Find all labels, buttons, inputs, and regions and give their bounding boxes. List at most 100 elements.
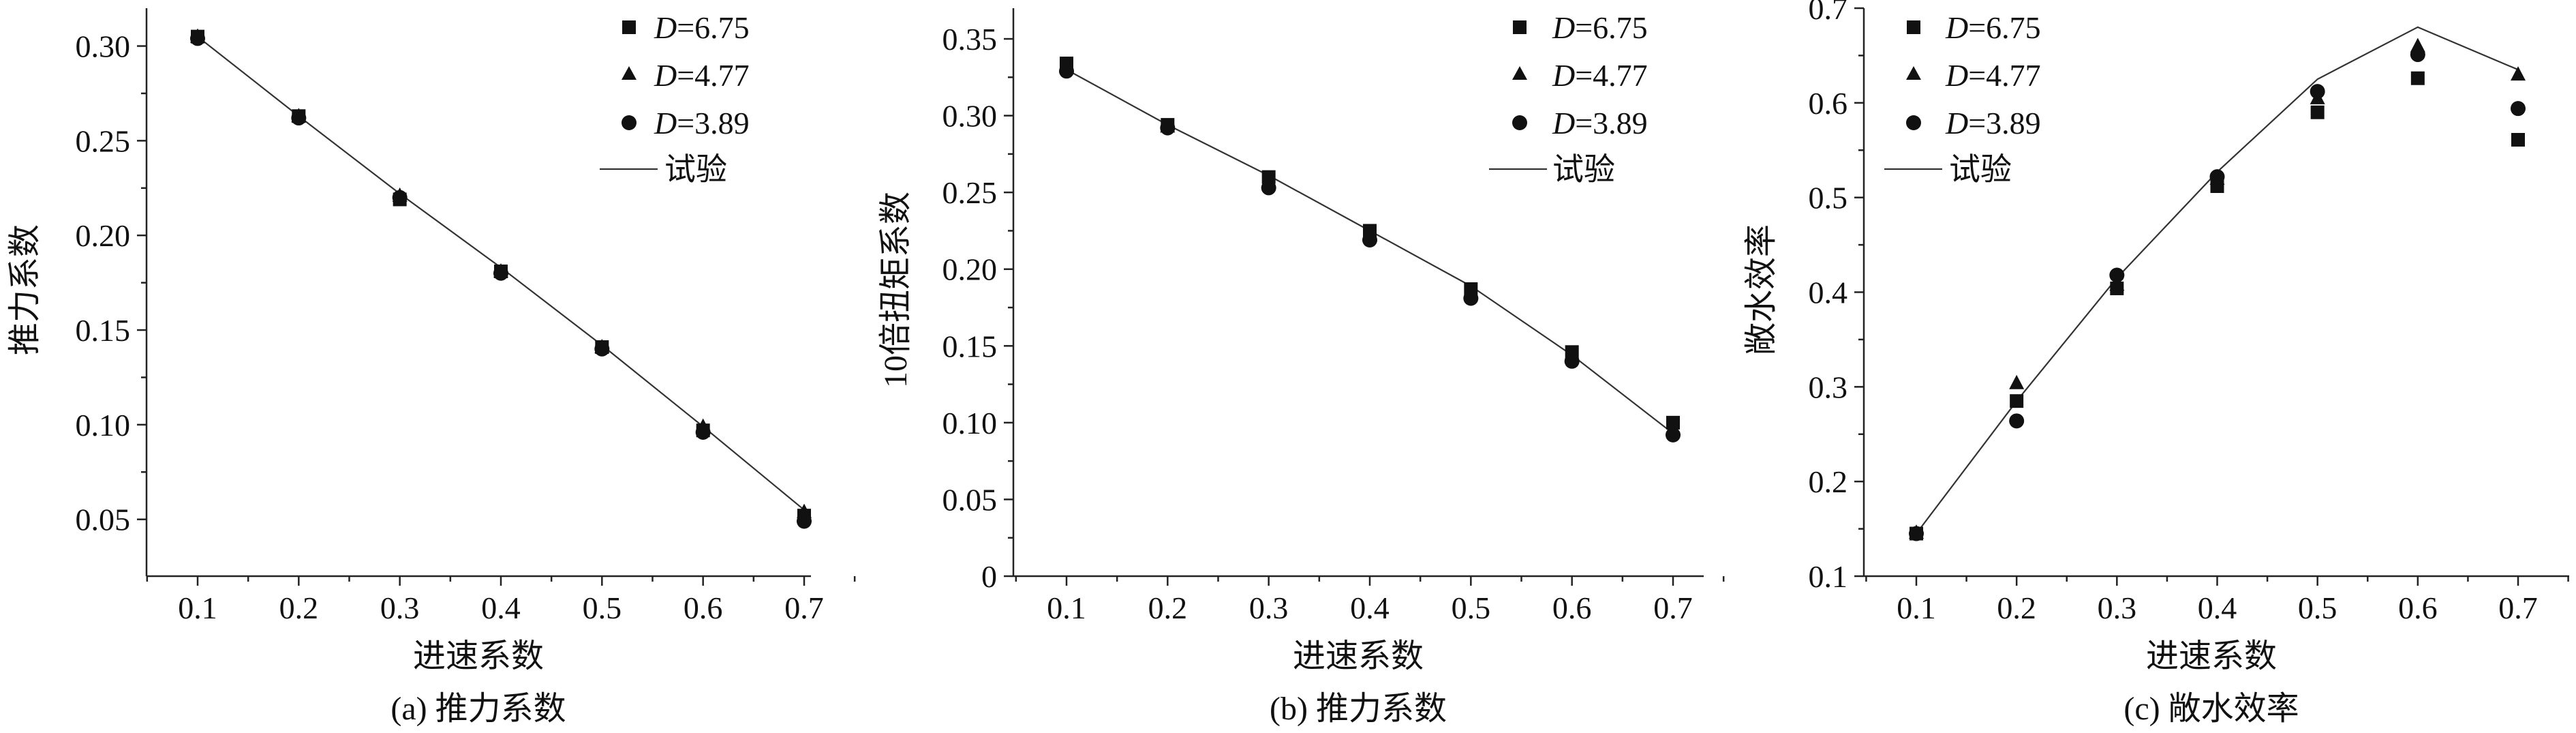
legend-entry-d389: D=3.89 <box>1945 106 2041 140</box>
x-tick-label: 0.7 <box>1653 590 1693 625</box>
panel-open-water-efficiency: 0.1 0.2 0.3 0.4 0.5 0.6 0.7 0.1 0.2 0.3 0.4 0.5 0.6… <box>1743 0 2569 727</box>
x-tick-label: 0.4 <box>1350 590 1390 625</box>
point-D-3-89-5 <box>695 424 711 440</box>
point-D-3-89-2 <box>392 190 408 205</box>
legend: D=6.75 D=4.77 D=3.89 试验 <box>600 10 750 187</box>
legend-marker-circle <box>622 115 637 130</box>
y-tick-label: 0.10 <box>76 408 131 443</box>
point-D-3-89-4 <box>2310 84 2325 100</box>
point-D-3-89-4 <box>594 341 610 357</box>
y-ticks: 0.05 0.10 0.15 0.20 0.25 0.30 <box>76 29 147 537</box>
y-tick-label: 0.20 <box>76 218 131 253</box>
legend-entry-experiment: 试验 <box>1949 152 2012 187</box>
panel-thrust-coefficient: 0.05 0.10 0.15 0.20 0.25 0.30 0.1 0.2 0.3 0.4 0.5… <box>7 8 856 727</box>
y-ticks: 0 0.05 0.10 0.15 0.20 0.25 0.30 0.35 <box>942 22 1013 594</box>
legend: D=6.75 D=4.77 D=3.89 试验 <box>1884 10 2041 187</box>
point-D-3-89-6 <box>797 513 812 529</box>
data-points <box>190 28 812 529</box>
y-tick-label: 0.4 <box>1809 275 1848 310</box>
x-tick-label: 0.1 <box>1047 590 1086 625</box>
panel-caption: (c) 敞水效率 <box>2123 691 2299 727</box>
point-D-4-77-2 <box>2109 276 2125 291</box>
legend: D=6.75 D=4.77 D=3.89 试验 <box>1489 10 1648 187</box>
legend-entry-experiment: 试验 <box>1552 152 1615 187</box>
legend-entry-d477: D=4.77 <box>1552 58 1648 93</box>
experiment-line <box>1916 26 2519 535</box>
point-D-3-89-3 <box>2209 169 2225 185</box>
x-ticks: 0.1 0.2 0.3 0.4 0.5 0.6 0.7 <box>146 576 856 625</box>
point-D-4-77-6 <box>2511 66 2526 81</box>
x-tick-label: 0.6 <box>684 590 723 625</box>
y-tick-label: 0.15 <box>76 313 131 348</box>
point-D-3-89-3 <box>493 265 508 281</box>
legend-marker-triangle <box>1906 66 1921 80</box>
y-tick-label: 0.2 <box>1809 464 1848 499</box>
legend-marker-square <box>622 20 636 34</box>
y-ticks: 0.1 0.2 0.3 0.4 0.5 0.6 0.7 <box>1809 0 1864 594</box>
legend-entry-d675: D=6.75 <box>1552 10 1648 45</box>
point-D-4-77-1 <box>2009 374 2025 389</box>
point-D-3-89-2 <box>2109 267 2125 283</box>
y-axis-label: 推力系数 <box>7 224 43 355</box>
point-D-3-89-0 <box>190 31 205 46</box>
y-tick-label: 0.20 <box>942 252 998 287</box>
point-D-6-75-5 <box>2410 71 2425 85</box>
legend-entry-experiment: 试验 <box>664 152 727 187</box>
point-D-4-77-6 <box>797 503 812 518</box>
data-points <box>1909 38 2526 541</box>
x-tick-label: 0.5 <box>1452 590 1491 625</box>
point-D-6-75-4 <box>2310 105 2325 119</box>
y-tick-label: 0.05 <box>76 503 131 537</box>
legend-marker-square <box>1907 20 1920 34</box>
x-ticks: 0.1 0.2 0.3 0.4 0.5 0.6 0.7 <box>1865 576 2569 625</box>
legend-entry-d477: D=4.77 <box>654 58 750 93</box>
x-tick-label: 0.7 <box>2498 590 2538 625</box>
x-ticks: 0.1 0.2 0.3 0.4 0.5 0.6 0.7 <box>1015 576 1725 625</box>
point-D-6-75-1 <box>2010 394 2024 408</box>
x-tick-label: 0.5 <box>583 590 622 625</box>
point-D-3-89-2 <box>1261 180 1276 196</box>
point-D-3-89-1 <box>2009 413 2025 429</box>
y-tick-label: 0.5 <box>1809 181 1848 215</box>
x-axis-label: 进速系数 <box>413 638 544 674</box>
x-tick-label: 0.5 <box>2298 590 2337 625</box>
legend-entry-d675: D=6.75 <box>1945 10 2041 45</box>
legend-marker-circle <box>1512 115 1527 130</box>
legend-marker-circle <box>1906 115 1921 130</box>
point-D-3-89-3 <box>1362 232 1377 248</box>
legend-marker-triangle <box>1512 66 1527 80</box>
y-tick-label: 0.35 <box>942 22 998 57</box>
x-tick-label: 0.6 <box>2398 590 2438 625</box>
y-tick-label: 0 <box>981 559 997 594</box>
point-D-3-89-4 <box>1463 290 1479 306</box>
legend-entry-d477: D=4.77 <box>1945 58 2041 93</box>
y-tick-label: 0.1 <box>1809 559 1848 594</box>
x-tick-label: 0.4 <box>481 590 521 625</box>
y-tick-label: 0.15 <box>942 329 998 363</box>
point-D-3-89-6 <box>2511 101 2526 117</box>
y-tick-label: 0.3 <box>1809 370 1848 404</box>
point-D-3-89-5 <box>1564 353 1580 369</box>
panel-caption: (b) 推力系数 <box>1270 691 1447 727</box>
y-axis-label: 敞水效率 <box>1743 224 1779 355</box>
y-tick-label: 0.25 <box>942 175 998 210</box>
y-tick-label: 0.30 <box>76 29 131 64</box>
point-D-6-75-6 <box>2511 132 2525 147</box>
x-tick-label: 0.3 <box>1249 590 1289 625</box>
panel-caption: (a) 推力系数 <box>390 691 566 727</box>
x-axis-label: 进速系数 <box>2146 638 2277 674</box>
legend-marker-triangle <box>622 66 637 80</box>
x-tick-label: 0.1 <box>178 590 217 625</box>
point-D-3-89-5 <box>2410 47 2425 63</box>
x-tick-label: 0.4 <box>2198 590 2237 625</box>
legend-entry-d389: D=3.89 <box>1552 106 1648 140</box>
x-tick-label: 0.3 <box>380 590 420 625</box>
panel-torque-coefficient: 00.050.100.150.200.250.300.35 0.1 0.2 0.3 0… <box>878 8 1725 727</box>
y-tick-label: 0.30 <box>942 99 998 134</box>
x-tick-label: 0.2 <box>1997 590 2036 625</box>
y-tick-label: 0.10 <box>942 406 998 440</box>
legend-entry-d389: D=3.89 <box>654 106 750 140</box>
point-D-3-89-1 <box>1160 120 1176 136</box>
x-axis-label: 进速系数 <box>1293 638 1424 674</box>
y-axis-label: 10倍扭矩系数 <box>878 192 914 388</box>
